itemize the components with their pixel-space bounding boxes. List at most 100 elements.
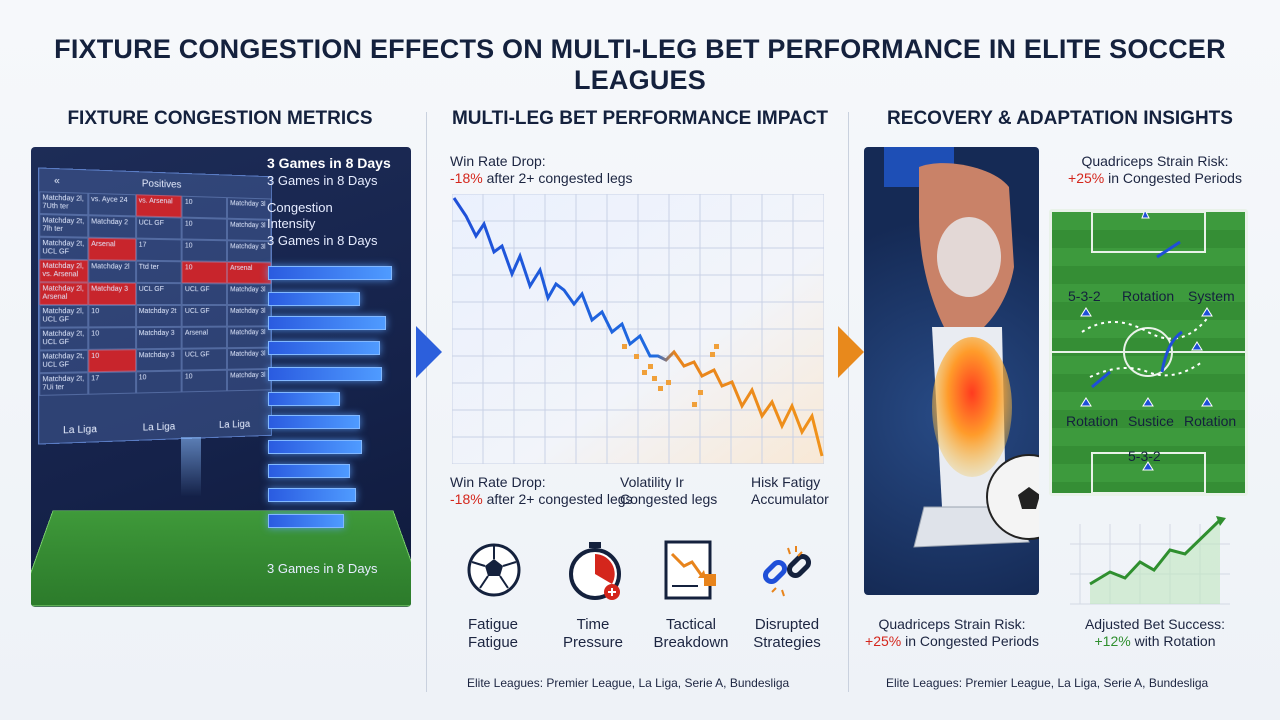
calendar-cell: Matchday 3 [136, 327, 182, 349]
strain-risk-desc: in Congested Periods [1104, 170, 1242, 186]
calendar-cell: Matchday 3l [227, 197, 271, 220]
icon-label-line: Fatigue [453, 634, 533, 652]
strain-risk-title: Quadriceps Strain Risk: [1055, 153, 1255, 170]
calendar-cell: 10 [182, 218, 227, 241]
icon-label-line: Breakdown [645, 634, 737, 652]
strain-risk-label-bottom: Quadriceps Strain Risk: +25% in Congeste… [852, 616, 1052, 650]
bet-success-desc: with Rotation [1131, 633, 1216, 649]
caption-desc: after 2+ congested legs [483, 491, 633, 507]
column-heading-congestion: FIXTURE CONGESTION METRICS [40, 108, 400, 130]
calendar-cell: Matchday 3 [136, 349, 182, 372]
rotation-system-pitch: 5-3-2 Rotation System Rotation Sustice R… [1049, 209, 1248, 496]
rotation-label-right: Rotation [1184, 413, 1236, 429]
bet-success-label: Adjusted Bet Success: +12% with Rotation [1055, 616, 1255, 650]
calendar-cell: UCL GF [182, 283, 227, 305]
calendar-nav-icon: « [54, 175, 60, 187]
congestion-bar [268, 341, 380, 355]
icon-label-line: Pressure [553, 634, 633, 652]
leagues-footer-right: Elite Leagues: Premier League, La Liga, … [886, 676, 1208, 690]
volatility-marker [648, 364, 653, 369]
volatility-marker [622, 344, 627, 349]
rotation-label-left: Rotation [1066, 413, 1118, 429]
calendar-cell: Matchday 3l [227, 283, 271, 305]
win-rate-chart [452, 194, 824, 464]
calendar-cell: vs. Ayce 24 [88, 193, 136, 217]
metric-intensity-value: 3 Games in 8 Days [267, 233, 378, 249]
leg-icon [864, 147, 1039, 595]
metric-games: 3 Games in 8 Days [267, 173, 378, 189]
win-rate-title: Win Rate Drop: [450, 153, 633, 170]
calendar-cell: 10 [182, 196, 227, 219]
calendar-cell: Matchday 3 [88, 283, 136, 305]
chart-caption-fatigue: Hisk Fatigy Accumulator [751, 474, 829, 508]
calendar-cell: Ttd ter [136, 261, 182, 283]
calendar-cell: Matchday 3l [227, 369, 271, 391]
calendar-cell: 10 [136, 371, 182, 394]
calendar-cell: UCL GF [136, 216, 182, 239]
hologram-beam [181, 437, 201, 497]
icon-label-disrupted-strategies: Disrupted Strategies [741, 616, 833, 652]
bet-success-title: Adjusted Bet Success: [1055, 616, 1255, 633]
win-rate-value: -18% [450, 170, 483, 186]
volatility-marker [652, 376, 657, 381]
calendar-cell: Matchday 2t [136, 305, 182, 327]
leagues-footer-middle: Elite Leagues: Premier League, La Liga, … [467, 676, 789, 690]
win-rate-label-top: Win Rate Drop: -18% after 2+ congested l… [450, 153, 633, 187]
calendar-cell: Matchday 2t, UCL GF [39, 237, 88, 260]
calendar-cell: Arsenal [227, 262, 271, 284]
icon-label-line: Tactical [645, 616, 737, 634]
column-heading-recovery: RECOVERY & ADAPTATION INSIGHTS [860, 108, 1260, 130]
flow-arrow-blue [416, 326, 442, 378]
volatility-marker [698, 390, 703, 395]
calendar-cell: UCL GF [182, 305, 227, 327]
strain-risk-title: Quadriceps Strain Risk: [852, 616, 1052, 633]
metric-intensity-label: Intensity [267, 216, 315, 232]
caption-title: Hisk Fatigy [751, 474, 829, 491]
caption-desc: Congested legs [620, 491, 717, 508]
caption-desc: Accumulator [751, 491, 829, 508]
calendar-cell: 10 [88, 327, 136, 350]
calendar-cell: UCL GF [136, 283, 182, 305]
calendar-cell: Matchday 2l [88, 260, 136, 283]
calendar-footer-label: La Liga [219, 419, 250, 431]
calendar-cell: Matchday 3l [227, 305, 271, 327]
volatility-marker [634, 354, 639, 359]
congestion-bar [268, 514, 344, 528]
calendar-cell: 10 [88, 305, 136, 327]
calendar-cell: Matchday 3l [227, 240, 271, 262]
calendar-cell: Arsenal [182, 327, 227, 349]
icon-label-tactical-breakdown: Tactical Breakdown [645, 616, 737, 652]
volatility-marker [666, 380, 671, 385]
sustice-label: Sustice [1128, 413, 1174, 429]
calendar-header: Positives [142, 178, 182, 190]
calendar-footer-label: La Liga [143, 421, 175, 433]
congestion-bar [268, 392, 340, 406]
pitch-illustration [31, 510, 411, 606]
icon-label-line: Fatigue [453, 616, 533, 634]
calendar-cell: Matchday 3l [227, 348, 271, 370]
volatility-marker [710, 352, 715, 357]
volatility-marker [658, 386, 663, 391]
calendar-cell: Matchday 2t, 7Ui ter [39, 372, 88, 396]
bet-success-value: +12% [1094, 633, 1130, 649]
calendar-cell: Matchday 2t, 7lh ter [39, 214, 88, 238]
column-heading-bet-impact: MULTI-LEG BET PERFORMANCE IMPACT [440, 108, 840, 130]
tactical-document-icon [662, 540, 720, 602]
rotation-label-top: Rotation [1122, 288, 1174, 304]
page-title: FIXTURE CONGESTION EFFECTS ON MULTI-LEG … [0, 34, 1280, 96]
congestion-bar [268, 488, 356, 502]
caption-title: Win Rate Drop: [450, 474, 633, 491]
bet-success-trend-chart [1070, 514, 1230, 606]
strain-risk-value: +25% [865, 633, 901, 649]
calendar-grid: Matchday 2l, 7Uth ter vs. Ayce 24 vs. Arse… [39, 191, 271, 396]
icon-label-line: Time [553, 616, 633, 634]
calendar-cell: 17 [88, 371, 136, 394]
strain-risk-label-top: Quadriceps Strain Risk: +25% in Congeste… [1055, 153, 1255, 187]
congestion-bar [268, 440, 362, 454]
calendar-cell: 10 [182, 370, 227, 393]
formation-label-top: 5-3-2 [1068, 288, 1101, 304]
formation-label-bottom: 5-3-2 [1128, 448, 1161, 464]
divider-left [426, 112, 427, 692]
chart-caption-volatility: Volatility Ir Congested legs [620, 474, 717, 508]
icon-label-line: Disrupted [741, 616, 833, 634]
